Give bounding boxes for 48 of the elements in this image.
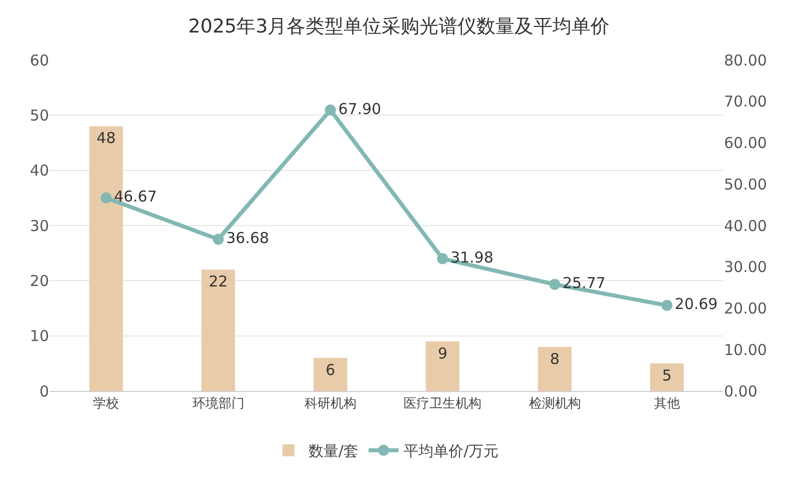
y2-tick-label: 70.00 xyxy=(724,92,767,111)
y2-tick-label: 60.00 xyxy=(724,134,767,152)
legend-label: 数量/套 xyxy=(308,442,359,460)
point xyxy=(212,234,224,245)
chart-title: 2025年3月各类型单位采购光谱仪数量及平均单价 xyxy=(188,15,610,38)
y-tick-label: 60 xyxy=(30,51,49,70)
point xyxy=(661,300,672,311)
x-tick-label: 医疗卫生机构 xyxy=(404,396,482,412)
point xyxy=(437,253,448,264)
bar xyxy=(538,346,572,391)
data-label: 36.68 xyxy=(226,228,270,247)
point xyxy=(549,278,560,290)
x-tick-label: 环境部门 xyxy=(192,396,244,412)
data-label: 20.69 xyxy=(674,295,718,314)
y2-tick-label: 80.00 xyxy=(724,51,767,70)
x-tick-label: 科研机构 xyxy=(304,396,356,412)
data-label: 5 xyxy=(662,366,672,384)
data-label: 25.77 xyxy=(562,274,606,292)
y2-tick-label: 50.00 xyxy=(724,175,767,194)
data-label: 22 xyxy=(208,272,228,291)
y2-tick-label: 10.00 xyxy=(724,340,767,359)
bar xyxy=(314,358,348,391)
data-label: 46.67 xyxy=(114,188,157,206)
point xyxy=(100,192,112,204)
x-tick-label: 检测机构 xyxy=(528,396,581,412)
bar xyxy=(201,270,236,391)
x-tick-label: 其他 xyxy=(654,396,680,412)
data-label: 6 xyxy=(326,360,336,379)
point xyxy=(324,104,336,116)
data-label: 9 xyxy=(438,344,448,362)
y-tick-label: 40 xyxy=(30,162,49,180)
y2-tick-label: 40.00 xyxy=(724,216,767,235)
bar xyxy=(426,341,460,391)
y-tick-label: 10 xyxy=(30,327,49,346)
y2-tick-label: 30.00 xyxy=(724,258,767,276)
y2-tick-label: 0.00 xyxy=(724,382,758,400)
y-tick-label: 30 xyxy=(30,216,49,235)
y-tick-label: 0 xyxy=(39,382,49,400)
y2-tick-label: 20.00 xyxy=(724,300,767,318)
legend-label: 平均单价/万元 xyxy=(404,442,499,460)
data-label: 67.90 xyxy=(338,100,382,118)
data-label: 48 xyxy=(96,129,116,148)
bar xyxy=(650,363,684,391)
y-tick-label: 20 xyxy=(30,272,49,290)
data-label: 31.98 xyxy=(450,248,494,266)
y-tick-label: 50 xyxy=(30,106,49,124)
x-tick-label: 学校 xyxy=(93,396,120,412)
data-label: 8 xyxy=(550,350,560,368)
